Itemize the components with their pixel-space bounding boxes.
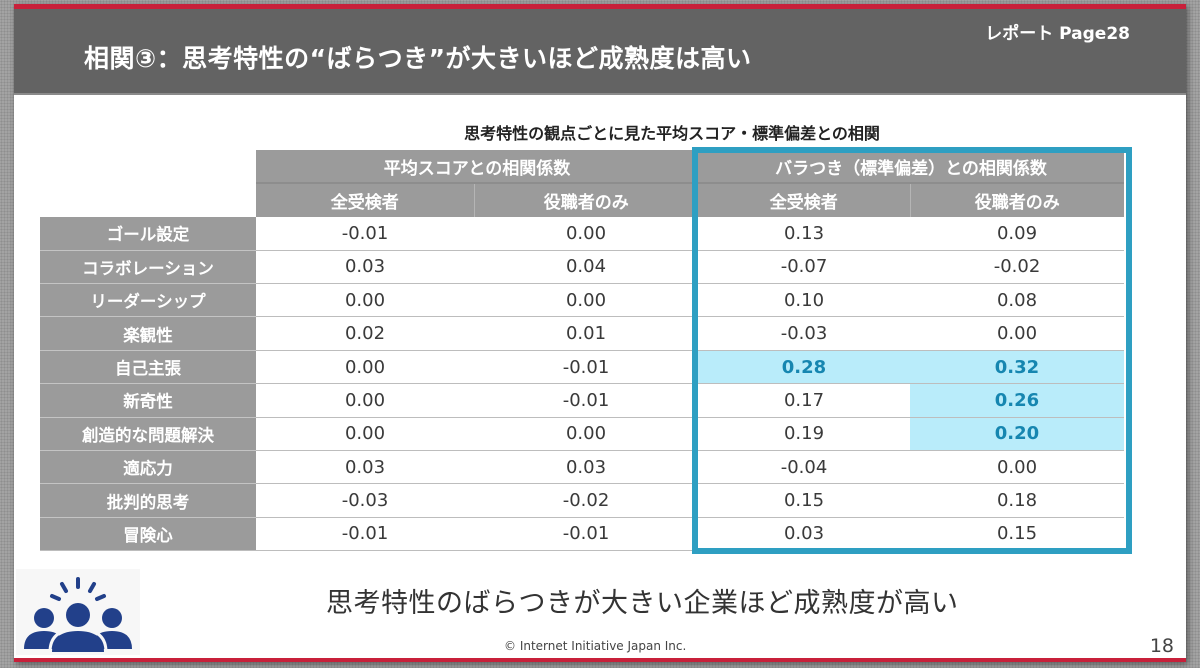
cell-value: -0.03: [698, 316, 910, 351]
corner-cell: [40, 183, 256, 216]
cell-value: 0.00: [474, 216, 698, 251]
cell-value: 0.15: [698, 483, 910, 518]
highlighted-cell-value: 0.32: [910, 350, 1124, 385]
table-row: 新奇性 0.00 -0.01 0.17 0.26: [40, 383, 1124, 418]
top-accent-bar: [14, 4, 1186, 9]
cell-value: 0.03: [256, 450, 474, 485]
cell-value: -0.07: [698, 250, 910, 285]
cell-value: 0.03: [698, 517, 910, 552]
cell-value: -0.03: [256, 483, 474, 518]
conclusion-text: 思考特性のばらつきが大きい企業ほど成熟度が高い: [326, 588, 959, 619]
cell-value: 0.00: [256, 350, 474, 385]
copyright-text: © Internet Initiative Japan Inc.: [504, 639, 687, 653]
highlighted-cell-value: 0.26: [910, 383, 1124, 418]
bottom-accent-bar: [14, 658, 1186, 662]
cell-value: 0.00: [910, 316, 1124, 351]
row-label: 適応力: [40, 450, 256, 485]
cell-value: 0.01: [474, 316, 698, 351]
people-group-icon: [16, 569, 140, 655]
cell-value: 0.04: [474, 250, 698, 285]
row-label: 批判的思考: [40, 483, 256, 518]
highlighted-cell-value: 0.20: [910, 417, 1124, 452]
group-header-mean: 平均スコアとの相関係数: [256, 150, 698, 185]
report-page-reference: レポート Page28: [985, 24, 1130, 44]
table-row: 冒険心 -0.01 -0.01 0.03 0.15: [40, 517, 1124, 552]
page-number: 18: [1149, 635, 1174, 657]
row-label: 冒険心: [40, 517, 256, 552]
slide: 相関③：思考特性の“ばらつき”が大きいほど成熟度は高い レポート Page28 …: [14, 4, 1186, 662]
cell-value: -0.02: [910, 250, 1124, 285]
slide-title: 相関③：思考特性の“ばらつき”が大きいほど成熟度は高い: [84, 44, 752, 73]
cell-value: -0.01: [256, 216, 474, 251]
group-header-stddev: バラつき（標準偏差）との相関係数: [698, 150, 1124, 185]
row-label: 創造的な問題解決: [40, 417, 256, 452]
cell-value: 0.00: [910, 450, 1124, 485]
cell-value: -0.01: [474, 517, 698, 552]
corner-cell: [40, 150, 256, 183]
cell-value: 0.03: [474, 450, 698, 485]
cell-value: 0.02: [256, 316, 474, 351]
cell-value: -0.02: [474, 483, 698, 518]
slide-header: 相関③：思考特性の“ばらつき”が大きいほど成熟度は高い レポート Page28: [14, 9, 1186, 95]
row-label: コラボレーション: [40, 250, 256, 285]
cell-value: 0.18: [910, 483, 1124, 518]
cell-value: -0.01: [256, 517, 474, 552]
cell-value: 0.00: [256, 417, 474, 452]
cell-value: 0.09: [910, 216, 1124, 251]
cell-value: -0.04: [698, 450, 910, 485]
correlation-table: 平均スコアとの相関係数 バラつき（標準偏差）との相関係数 全受検者 役職者のみ …: [40, 150, 1124, 552]
cell-value: 0.17: [698, 383, 910, 418]
row-label: リーダーシップ: [40, 283, 256, 318]
table-row: リーダーシップ 0.00 0.00 0.10 0.08: [40, 283, 1124, 318]
table-row: ゴール設定 -0.01 0.00 0.13 0.09: [40, 216, 1124, 251]
cell-value: 0.15: [910, 517, 1124, 552]
table-caption: 思考特性の観点ごとに見た平均スコア・標準偏差との相関: [464, 124, 880, 143]
cell-value: 0.03: [256, 250, 474, 285]
sub-header-all-mean: 全受検者: [256, 183, 475, 217]
cell-value: 0.08: [910, 283, 1124, 318]
cell-value: 0.00: [256, 383, 474, 418]
cell-value: 0.00: [474, 417, 698, 452]
row-label: ゴール設定: [40, 216, 256, 251]
table-row: コラボレーション 0.03 0.04 -0.07 -0.02: [40, 250, 1124, 285]
row-label: 自己主張: [40, 350, 256, 385]
row-label: 新奇性: [40, 383, 256, 418]
cell-value: 0.00: [474, 283, 698, 318]
table-row: 楽観性 0.02 0.01 -0.03 0.00: [40, 316, 1124, 351]
row-label: 楽観性: [40, 316, 256, 351]
highlighted-cell-value: 0.28: [698, 350, 910, 385]
table-row: 創造的な問題解決 0.00 0.00 0.19 0.20: [40, 417, 1124, 452]
cell-value: -0.01: [474, 350, 698, 385]
table-row: 自己主張 0.00 -0.01 0.28 0.32: [40, 350, 1124, 385]
cell-value: -0.01: [474, 383, 698, 418]
sub-header-managers-mean: 役職者のみ: [474, 183, 698, 217]
table-row: 適応力 0.03 0.03 -0.04 0.00: [40, 450, 1124, 485]
group-header-row: 平均スコアとの相関係数 バラつき（標準偏差）との相関係数: [40, 150, 1124, 185]
sub-header-all-stddev: 全受検者: [698, 183, 911, 217]
cell-value: 0.19: [698, 417, 910, 452]
sub-header-row: 全受検者 役職者のみ 全受検者 役職者のみ: [40, 183, 1124, 217]
cell-value: 0.13: [698, 216, 910, 251]
cell-value: 0.00: [256, 283, 474, 318]
cell-value: 0.10: [698, 283, 910, 318]
table-row: 批判的思考 -0.03 -0.02 0.15 0.18: [40, 483, 1124, 518]
sub-header-managers-stddev: 役職者のみ: [910, 183, 1124, 217]
